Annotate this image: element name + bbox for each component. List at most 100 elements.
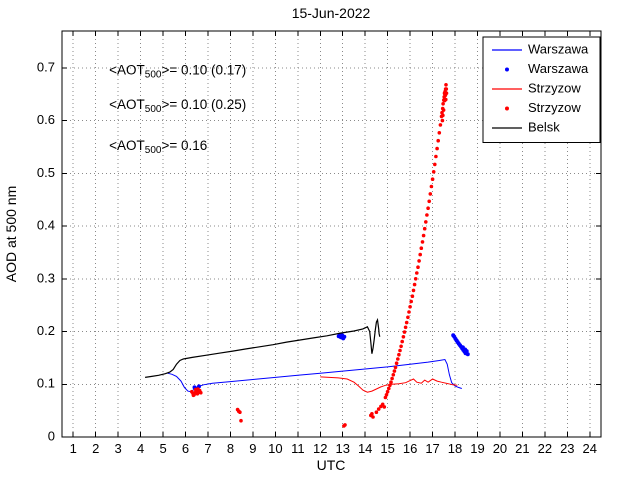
data-point bbox=[199, 390, 203, 395]
x-tick-label: 17 bbox=[425, 441, 439, 456]
x-tick-label: 21 bbox=[515, 441, 529, 456]
legend-entry-belsk-line: Belsk bbox=[492, 119, 560, 134]
data-point bbox=[421, 233, 426, 238]
x-tick-label: 3 bbox=[115, 441, 122, 456]
data-point bbox=[429, 184, 434, 189]
data-point bbox=[376, 407, 381, 411]
data-point bbox=[434, 154, 438, 159]
data-point bbox=[390, 376, 394, 381]
data-point bbox=[440, 110, 444, 115]
x-tick-label: 24 bbox=[583, 441, 597, 456]
y-tick-label: 0.1 bbox=[37, 376, 55, 391]
data-point bbox=[441, 108, 446, 112]
data-point bbox=[387, 386, 391, 391]
data-point bbox=[380, 402, 385, 407]
data-point bbox=[398, 348, 402, 353]
data-point bbox=[425, 213, 429, 217]
data-point bbox=[465, 352, 470, 357]
data-point bbox=[437, 131, 442, 135]
annotations: <AOT500>= 0.10 (0.17) <AOT500>= 0.10 (0.2… bbox=[109, 62, 246, 155]
chart-title: 15-Jun-2022 bbox=[292, 5, 371, 21]
legend-label: Strzyzow bbox=[528, 80, 581, 95]
data-point bbox=[440, 118, 445, 123]
data-point bbox=[410, 294, 415, 299]
data-point bbox=[408, 305, 412, 309]
data-point bbox=[404, 320, 409, 325]
data-point bbox=[392, 369, 397, 373]
data-point bbox=[444, 91, 449, 95]
data-point bbox=[441, 102, 445, 106]
x-tick-label: 16 bbox=[403, 441, 417, 456]
data-point bbox=[191, 393, 196, 398]
x-tick-label: 4 bbox=[137, 441, 144, 456]
data-point bbox=[416, 265, 420, 270]
x-tick-label: 5 bbox=[159, 441, 166, 456]
data-point bbox=[463, 347, 468, 352]
data-point bbox=[441, 113, 445, 118]
data-point bbox=[407, 310, 411, 314]
data-point bbox=[401, 335, 406, 339]
data-point bbox=[436, 138, 441, 143]
x-tick-label: 18 bbox=[448, 441, 462, 456]
x-tick-label: 15 bbox=[380, 441, 394, 456]
data-point bbox=[422, 226, 427, 231]
x-tick-label: 11 bbox=[291, 441, 305, 456]
x-tick-label: 6 bbox=[182, 441, 189, 456]
data-point bbox=[370, 412, 374, 416]
data-point bbox=[444, 87, 449, 91]
x-tick-label: 1 bbox=[70, 441, 77, 456]
data-point bbox=[424, 220, 428, 224]
aot-annotation: <AOT500>= 0.10 (0.17) bbox=[109, 62, 246, 80]
data-point bbox=[430, 177, 435, 181]
data-point bbox=[427, 199, 432, 204]
legend-label: Warszawa bbox=[528, 61, 589, 76]
data-point bbox=[409, 299, 414, 304]
data-point bbox=[400, 339, 405, 344]
data-point bbox=[385, 389, 390, 394]
warszawa-scatter bbox=[192, 332, 470, 391]
legend-label: Belsk bbox=[528, 119, 560, 134]
data-point bbox=[420, 240, 425, 244]
data-point bbox=[239, 418, 243, 423]
data-point bbox=[428, 192, 433, 196]
x-tick-label: 10 bbox=[268, 441, 282, 456]
x-tick-label: 8 bbox=[227, 441, 234, 456]
data-point bbox=[374, 410, 379, 415]
legend-entry-warszawa-marker: Warszawa bbox=[505, 61, 589, 76]
data-point bbox=[343, 423, 347, 427]
y-tick-label: 0.5 bbox=[37, 165, 55, 180]
y-tick-label: 0.2 bbox=[37, 323, 55, 338]
x-tick-label: 12 bbox=[313, 441, 327, 456]
legend-entry-strzyzow-marker: Strzyzow bbox=[505, 100, 581, 115]
aot-annotation: <AOT500>= 0.10 (0.25) bbox=[109, 96, 246, 114]
legend-box bbox=[482, 36, 601, 143]
data-point bbox=[444, 97, 448, 102]
data-point bbox=[389, 380, 393, 385]
data-point bbox=[238, 410, 242, 415]
legend-marker-sample bbox=[505, 106, 509, 111]
data-series bbox=[145, 83, 470, 428]
aot-annotation: <AOT500>= 0.16 bbox=[109, 138, 207, 156]
x-tick-label: 13 bbox=[335, 441, 349, 456]
x-tick-label: 23 bbox=[560, 441, 574, 456]
strzyzow-line bbox=[320, 376, 458, 393]
data-point bbox=[411, 288, 416, 293]
y-tick-label: 0.7 bbox=[37, 59, 55, 74]
data-point bbox=[406, 315, 410, 320]
legend-entry-warszawa-line: Warszawa bbox=[492, 41, 589, 56]
data-point bbox=[196, 387, 200, 391]
strzyzow-scatter bbox=[190, 83, 449, 428]
x-tick-label: 7 bbox=[204, 441, 211, 456]
data-point bbox=[419, 246, 424, 250]
data-point bbox=[438, 123, 443, 127]
y-tick-label: 0 bbox=[48, 428, 55, 443]
data-point bbox=[384, 393, 389, 397]
y-tick-label: 0.6 bbox=[37, 112, 55, 127]
data-point bbox=[413, 277, 418, 281]
data-point bbox=[342, 334, 347, 339]
x-tick-label: 22 bbox=[538, 441, 552, 456]
x-tick-label: 9 bbox=[249, 441, 256, 456]
data-point bbox=[397, 352, 401, 357]
